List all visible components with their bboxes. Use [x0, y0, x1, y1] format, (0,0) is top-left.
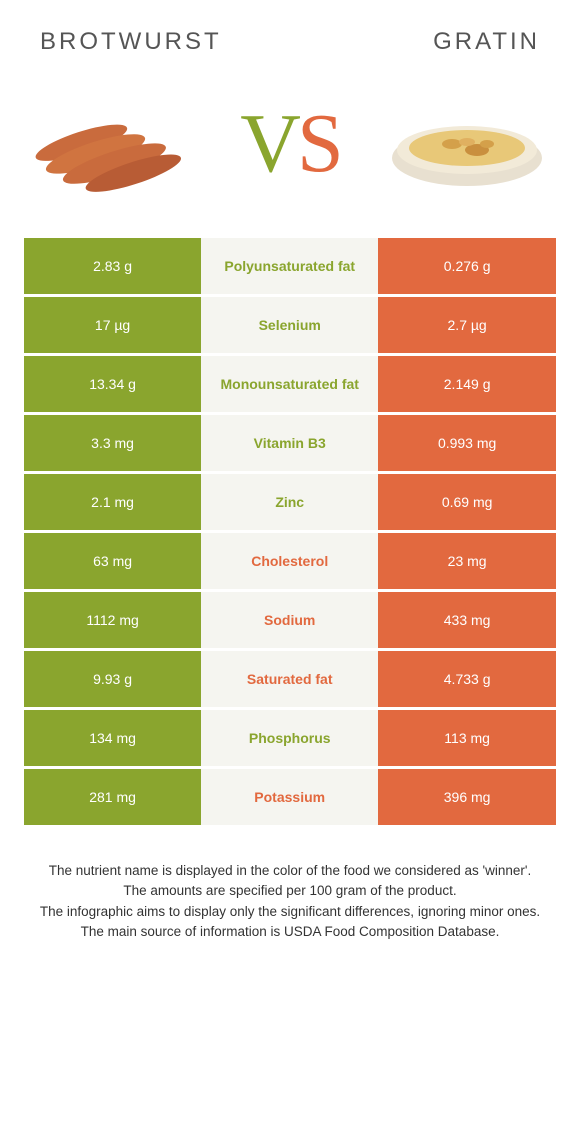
left-value: 13.34 g — [24, 356, 201, 412]
left-value: 281 mg — [24, 769, 201, 825]
hero-row: VS — [24, 78, 556, 208]
left-value: 3.3 mg — [24, 415, 201, 471]
nutrient-label: Saturated fat — [201, 651, 378, 707]
right-value: 433 mg — [378, 592, 556, 648]
footer-line: The main source of information is USDA F… — [32, 922, 548, 942]
right-value: 113 mg — [378, 710, 556, 766]
right-title: GRATIN — [433, 28, 540, 56]
footer-line: The infographic aims to display only the… — [32, 902, 548, 922]
brotwurst-image — [28, 78, 198, 208]
left-value: 2.1 mg — [24, 474, 201, 530]
left-title: BROTWURST — [40, 28, 222, 56]
nutrient-label: Phosphorus — [201, 710, 378, 766]
vs-s: S — [297, 97, 340, 190]
footer-line: The amounts are specified per 100 gram o… — [32, 881, 548, 901]
left-value: 1112 mg — [24, 592, 201, 648]
table-row: 9.93 gSaturated fat4.733 g — [24, 651, 556, 707]
right-value: 396 mg — [378, 769, 556, 825]
footer-notes: The nutrient name is displayed in the co… — [24, 861, 556, 942]
right-value: 23 mg — [378, 533, 556, 589]
left-value: 17 µg — [24, 297, 201, 353]
right-value: 2.149 g — [378, 356, 556, 412]
left-value: 134 mg — [24, 710, 201, 766]
nutrition-table: 2.83 gPolyunsaturated fat0.276 g17 µgSel… — [24, 238, 556, 825]
nutrient-label: Polyunsaturated fat — [201, 238, 378, 294]
nutrient-label: Sodium — [201, 592, 378, 648]
vs-label: VS — [240, 95, 339, 192]
vs-v: V — [240, 97, 297, 190]
right-value: 4.733 g — [378, 651, 556, 707]
table-row: 134 mgPhosphorus113 mg — [24, 710, 556, 766]
table-row: 3.3 mgVitamin B30.993 mg — [24, 415, 556, 471]
right-value: 0.276 g — [378, 238, 556, 294]
nutrient-label: Selenium — [201, 297, 378, 353]
left-value: 63 mg — [24, 533, 201, 589]
table-row: 63 mgCholesterol23 mg — [24, 533, 556, 589]
left-value: 9.93 g — [24, 651, 201, 707]
table-row: 281 mgPotassium396 mg — [24, 769, 556, 825]
left-value: 2.83 g — [24, 238, 201, 294]
table-row: 2.83 gPolyunsaturated fat0.276 g — [24, 238, 556, 294]
nutrient-label: Cholesterol — [201, 533, 378, 589]
table-row: 2.1 mgZinc0.69 mg — [24, 474, 556, 530]
right-value: 0.69 mg — [378, 474, 556, 530]
titles-row: BROTWURST GRATIN — [24, 28, 556, 56]
nutrient-label: Potassium — [201, 769, 378, 825]
nutrient-label: Vitamin B3 — [201, 415, 378, 471]
nutrient-label: Monounsaturated fat — [201, 356, 378, 412]
footer-line: The nutrient name is displayed in the co… — [32, 861, 548, 881]
gratin-image — [382, 78, 552, 208]
table-row: 1112 mgSodium433 mg — [24, 592, 556, 648]
right-value: 0.993 mg — [378, 415, 556, 471]
table-row: 17 µgSelenium2.7 µg — [24, 297, 556, 353]
nutrient-label: Zinc — [201, 474, 378, 530]
right-value: 2.7 µg — [378, 297, 556, 353]
table-row: 13.34 gMonounsaturated fat2.149 g — [24, 356, 556, 412]
